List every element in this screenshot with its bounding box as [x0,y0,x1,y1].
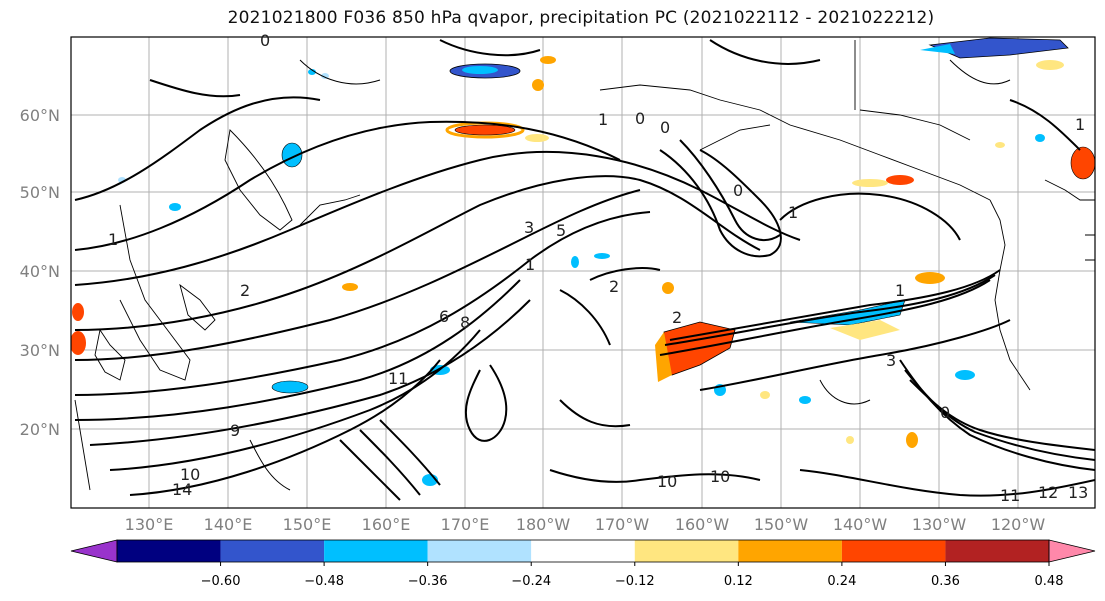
contour-label: 1 [108,230,118,249]
contour-label: 1 [525,255,535,274]
coastlines [74,40,1095,491]
longitude-label: 170°W [595,515,650,534]
longitude-labels: 130°E 140°E 150°E 160°E 170°E 180°W 170°W 160°W… [125,515,1046,534]
colorbar-tick-label: −0.24 [511,574,551,589]
map-frame-bg [71,37,1095,508]
contour-label: 5 [556,221,566,240]
contour-label: 6 [439,307,449,326]
contour-label: 1 [1075,115,1085,134]
contour-label: 10 [180,465,200,484]
colorbar-tick-label: 0.48 [1035,574,1064,589]
colorbar-tick-label: 0.36 [931,574,960,589]
contour-label: 9 [230,421,240,440]
contour-label: 3 [524,218,534,237]
colorbar-segment [117,540,221,562]
colorbar-extend-low [70,539,118,563]
colorbar-segment [738,540,842,562]
colorbar [70,539,1096,563]
longitude-label: 150°E [283,515,332,534]
contour-label: 10 [657,472,677,491]
longitude-label: 120°W [991,515,1046,534]
longitude-label: 180°W [516,515,571,534]
longitude-label: 130°E [125,515,174,534]
colorbar-segment [531,540,635,562]
longitude-label: 150°W [754,515,809,534]
colorbar-extend-high [1048,539,1096,563]
colorbar-segment [841,540,946,562]
gridlines [71,37,1095,508]
contour-label: 1 [788,203,798,222]
colorbar-tick-label: −0.12 [615,574,655,589]
longitude-label: 130°W [912,515,967,534]
colorbar-tick-label: −0.60 [201,574,241,589]
longitude-label: 160°W [675,515,730,534]
contour-label: 14 [172,480,192,499]
latitude-label: 60°N [20,106,60,125]
colorbar-segment [324,540,428,562]
colorbar-tick-label: 0.12 [724,574,753,589]
contour-label: 11 [388,369,408,388]
contour-label: 8 [460,313,470,332]
contour-label: 0 [260,31,270,50]
colorbar-segment [945,540,1049,562]
contour-label: 0 [635,109,645,128]
colorbar-segment [427,540,532,562]
contour-label: 3 [886,351,896,370]
longitude-label: 170°E [441,515,490,534]
latitude-labels: 60°N 50°N 40°N 30°N 20°N [20,106,60,439]
contour-lines [74,39,1095,501]
contour-lines-thin [249,59,1011,491]
map-frame [70,36,1096,509]
contour-label: 11 [1000,486,1020,505]
contour-label: 0 [940,403,950,422]
contour-label: 1 [598,110,608,129]
contour-label: 2 [609,277,619,296]
colorbar-tick-label: −0.48 [304,574,344,589]
latitude-label: 40°N [20,262,60,281]
precip-shading [71,37,1095,486]
contour-label: 1 [895,281,905,300]
contour-label: 0 [733,181,743,200]
contour-label: 10 [710,467,730,486]
chart-title: 2021021800 F036 850 hPa qvapor, precipit… [227,8,935,28]
longitude-label: 140°E [204,515,253,534]
colorbar-tick-label: 0.24 [827,574,856,589]
latitude-label: 50°N [20,183,60,202]
contour-label: 2 [672,308,682,327]
colorbar-outline [116,539,1050,563]
contour-label: 13 [1068,483,1088,502]
colorbar-tick-label: −0.36 [408,574,448,589]
latitude-label: 30°N [20,341,60,360]
contour-label: 2 [240,281,250,300]
contour-label: 0 [660,118,670,137]
longitude-label: 140°W [833,515,888,534]
contour-label: 12 [1038,483,1058,502]
colorbar-segment [634,540,739,562]
colorbar-segment [220,540,325,562]
colorbar-tick-labels: −0.60 −0.48 −0.36 −0.24 −0.12 0.12 0.24 0.36 0.4… [201,562,1064,589]
latitude-label: 20°N [20,420,60,439]
longitude-label: 160°E [362,515,411,534]
